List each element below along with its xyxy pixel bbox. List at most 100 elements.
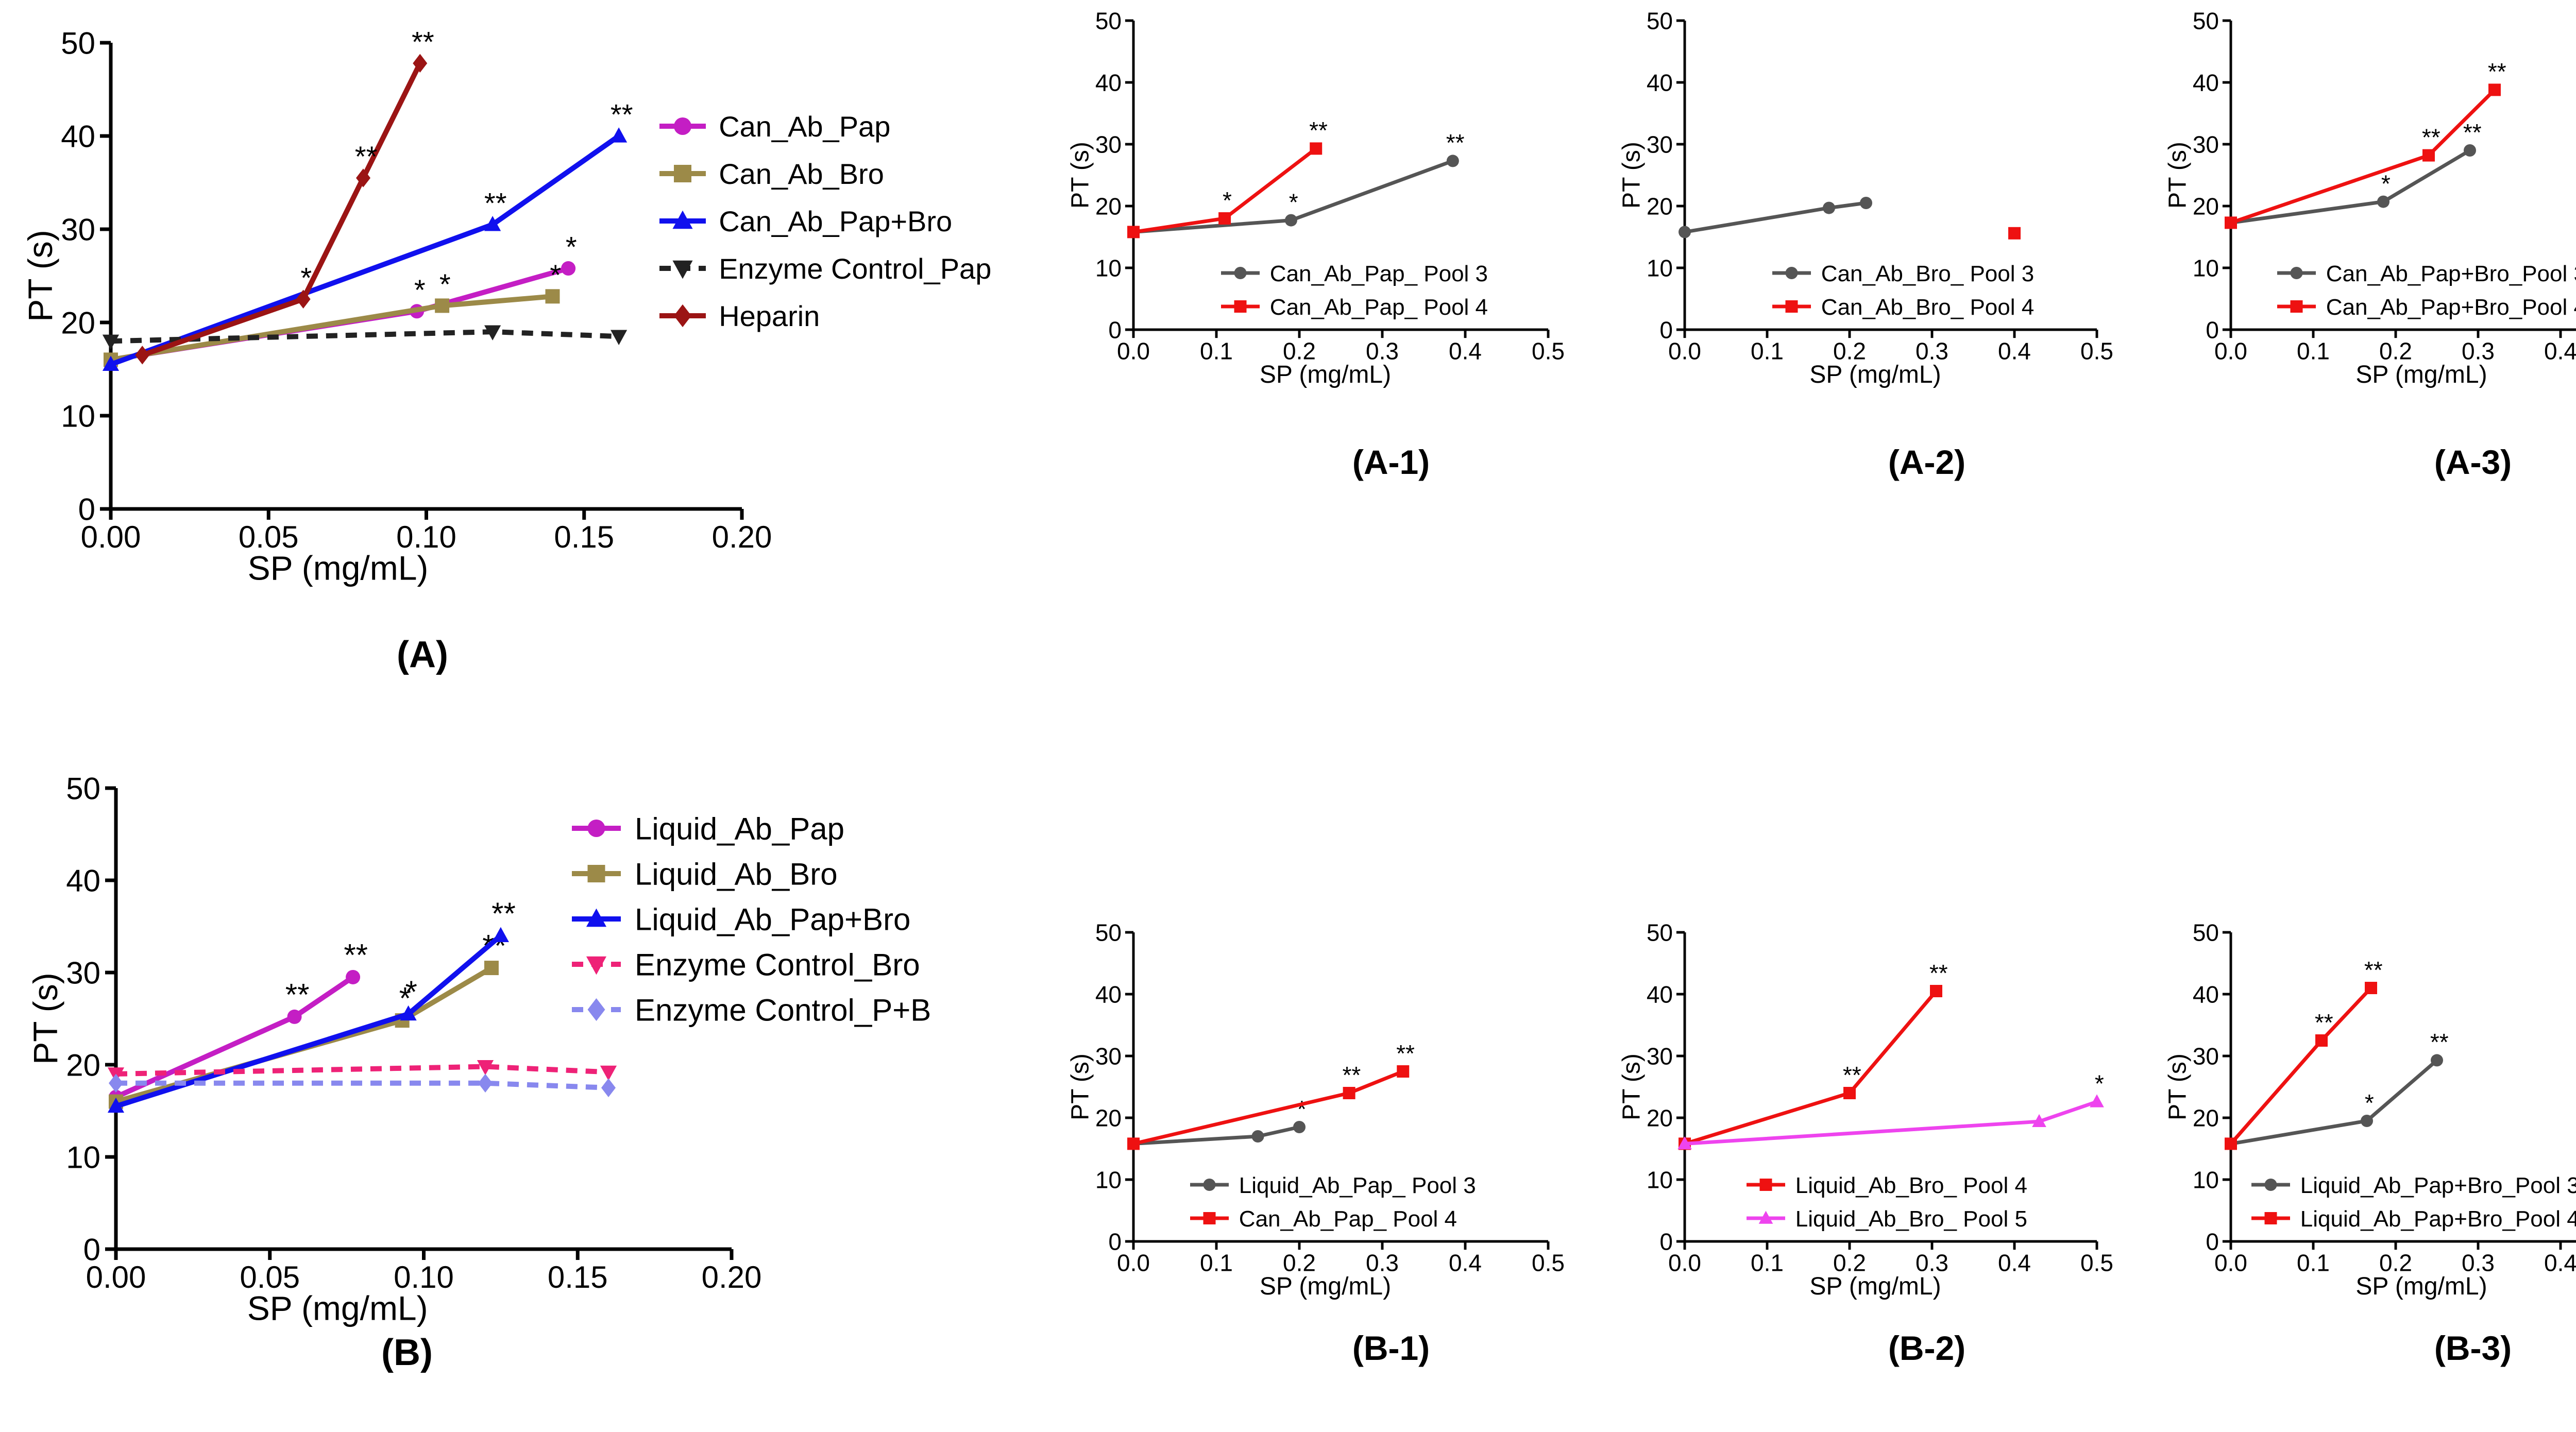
data-point [2365, 982, 2377, 994]
y-tick-label: 20 [2193, 193, 2219, 220]
data-point [1397, 1065, 1410, 1078]
data-point [102, 355, 120, 371]
significance-label: * [1289, 189, 1298, 215]
x-tick-label: 0.1 [1751, 338, 1784, 365]
legend-marker [2290, 267, 2303, 279]
x-tick-label: 0.00 [81, 520, 141, 554]
legend-entry: Can_Ab_Pap_ Pool 4 [1221, 295, 1488, 320]
x-tick-label: 0.1 [2297, 1250, 2330, 1276]
significance-label: * [414, 274, 426, 306]
x-tick-label: 0.20 [702, 1260, 762, 1294]
y-axis-label: PT (s) [1067, 1053, 1094, 1120]
significance-label: ** [1342, 1062, 1361, 1088]
y-tick-label: 30 [1095, 1043, 1122, 1070]
y-tick-label: 40 [2193, 70, 2219, 96]
panel-caption: (A) [397, 634, 448, 675]
legend-marker [587, 998, 605, 1021]
y-tick-label: 10 [1647, 255, 1673, 282]
x-tick-label: 0.0 [2214, 338, 2247, 365]
x-tick-label: 0.4 [1998, 1250, 2031, 1276]
y-axis-label: PT (s) [1618, 1053, 1646, 1120]
significance-label: ** [2315, 1009, 2333, 1036]
data-point [1823, 201, 1835, 214]
y-tick-label: 50 [61, 26, 95, 61]
data-point [346, 969, 361, 984]
data-point [545, 289, 560, 304]
legend-marker [1758, 1211, 1773, 1224]
y-tick-label: 20 [1095, 193, 1122, 220]
legend-marker [1234, 300, 1247, 313]
y-tick-label: 50 [1647, 8, 1673, 35]
significance-label: ** [1396, 1040, 1415, 1067]
x-tick-label: 0.4 [1449, 338, 1482, 365]
panel-b-1: 0.0 0.1 0.2 0.3 0.4 0.5 0 10 20 30 40 50 SP (mg/mL) P… [1067, 919, 1565, 1367]
panel-caption: (B-2) [1888, 1329, 1965, 1367]
y-tick-label: 0 [1108, 1229, 1122, 1255]
legend-label: Can_Ab_Pap_ Pool 4 [1270, 295, 1488, 320]
legend-entry: Can_Ab_Pap+Bro [659, 205, 952, 237]
y-tick-label: 20 [1095, 1105, 1122, 1132]
legend-marker [587, 820, 605, 837]
data-point [1679, 226, 1691, 238]
significance-label: * [2365, 1089, 2374, 1116]
series-liquid-ab-pap-bro-pool-4: ** ** [2225, 957, 2383, 1150]
legend-entry: Can_Ab_Bro_ Pool 4 [1772, 295, 2034, 320]
series-can-ab-pap-pool-3: *** [1127, 129, 1465, 238]
legend-marker [587, 865, 605, 882]
significance-label: ** [2422, 124, 2441, 150]
y-axis-label: PT (s) [2164, 142, 2192, 209]
significance-label: ** [611, 98, 633, 131]
data-point [1127, 226, 1140, 238]
legend-entry: Enzyme Control_Pap [659, 252, 991, 285]
series-enzyme-control-bro [107, 1060, 617, 1083]
panel-caption: (B) [381, 1332, 433, 1373]
legend-entry: Can_Ab_Pap_ Pool 4 [1190, 1206, 1457, 1232]
x-tick-label: 0.1 [1751, 1250, 1784, 1276]
legend-marker [1234, 267, 1247, 279]
data-point [478, 1073, 493, 1093]
y-tick-label: 20 [61, 306, 95, 340]
legend-marker [674, 117, 691, 135]
y-tick-label: 50 [2193, 8, 2219, 35]
legend-marker [586, 956, 607, 975]
panel-caption: (B-1) [1352, 1329, 1430, 1367]
x-tick-label: 0.4 [1998, 338, 2031, 365]
y-axis-label: PT (s) [26, 973, 64, 1064]
legend-entry: Can_Ab_Pap [659, 110, 890, 143]
y-axis-label: PT (s) [1067, 142, 1094, 209]
series-can-ab-pap-bro-pool-4: ** ** [2225, 58, 2506, 229]
x-tick-label: 0.10 [396, 520, 456, 554]
data-point [1677, 1136, 1692, 1150]
y-tick-label: 10 [1647, 1167, 1673, 1194]
significance-label: * [405, 975, 417, 1009]
series-enzyme-control-pap [102, 325, 628, 350]
series-liquid-ab-bro: *** [109, 929, 506, 1109]
x-tick-label: 0.2 [1283, 1250, 1316, 1276]
y-tick-label: 20 [1647, 193, 1673, 220]
series-line [115, 1064, 609, 1077]
y-tick-label: 30 [2193, 1043, 2219, 1070]
y-tick-label: 20 [2193, 1105, 2219, 1132]
x-tick-label: 0.2 [1283, 338, 1316, 365]
legend-label: Liquid_Ab_Pap+Bro [635, 902, 910, 937]
legend-marker [2264, 1179, 2277, 1191]
y-tick-label: 30 [1647, 131, 1673, 158]
y-tick-label: 0 [2206, 317, 2219, 344]
significance-label: ** [2463, 119, 2482, 146]
data-point [1860, 197, 1872, 209]
legend-marker [1785, 300, 1798, 313]
legend-label: Can_Ab_Pap [719, 110, 890, 143]
y-tick-label: 40 [66, 864, 100, 898]
significance-label: ** [2430, 1029, 2449, 1055]
series-can-ab-bro-pool-4 [2008, 227, 2021, 240]
data-point [109, 1073, 123, 1093]
x-tick-label: 0.3 [1916, 338, 1948, 365]
y-tick-label: 40 [1095, 70, 1122, 96]
significance-label: ** [1843, 1062, 1861, 1088]
y-tick-label: 10 [2193, 1167, 2219, 1194]
y-tick-label: 50 [66, 772, 100, 806]
x-tick-label: 0.2 [2379, 338, 2412, 365]
legend-label: Enzyme Control_Bro [635, 948, 920, 982]
